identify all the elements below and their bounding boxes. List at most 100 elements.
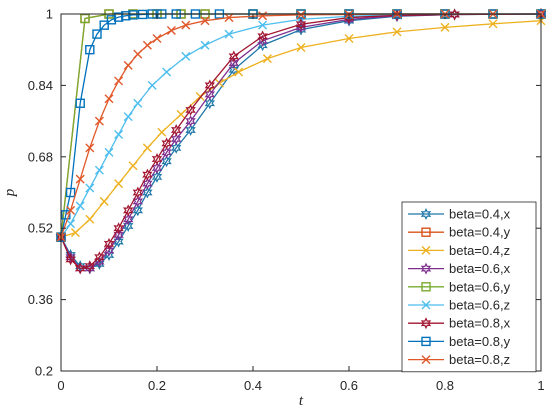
data-point bbox=[123, 204, 134, 217]
data-point bbox=[224, 29, 234, 39]
y-tick-label: 0.2 bbox=[35, 364, 53, 379]
data-point bbox=[94, 251, 105, 264]
data-point bbox=[151, 153, 163, 166]
data-point bbox=[113, 235, 124, 248]
data-point bbox=[161, 137, 172, 150]
series-beta=0.6,z bbox=[56, 9, 546, 242]
legend-swatch-marker bbox=[421, 355, 431, 365]
data-point bbox=[99, 20, 109, 30]
data-point bbox=[185, 124, 196, 137]
data-point bbox=[295, 18, 307, 31]
axes-box bbox=[60, 13, 542, 372]
data-point bbox=[257, 30, 268, 43]
data-point bbox=[392, 27, 402, 37]
x-tick-label: 0.8 bbox=[436, 378, 454, 393]
legend-item: beta=0.4,z bbox=[408, 243, 510, 258]
data-point bbox=[296, 10, 306, 20]
y-tick-label: 0.68 bbox=[28, 149, 53, 164]
data-point bbox=[344, 34, 354, 44]
data-point bbox=[123, 112, 133, 122]
x-tick-label: 0.2 bbox=[148, 378, 166, 393]
data-point bbox=[94, 165, 104, 175]
data-point bbox=[84, 260, 95, 273]
data-point bbox=[104, 147, 114, 157]
data-point bbox=[262, 54, 272, 64]
x-tick-label: 1 bbox=[537, 378, 544, 393]
data-point bbox=[147, 80, 157, 90]
data-point bbox=[113, 228, 124, 241]
data-point bbox=[103, 237, 115, 250]
data-point bbox=[224, 13, 234, 23]
data-point bbox=[152, 34, 162, 44]
legend-label: beta=0.4,z bbox=[449, 243, 510, 258]
data-point bbox=[142, 143, 152, 153]
data-point bbox=[66, 205, 76, 215]
y-tick-label: 0.36 bbox=[28, 292, 53, 307]
data-point bbox=[92, 29, 102, 39]
data-point bbox=[99, 196, 109, 206]
y-tick-label: 1 bbox=[46, 7, 53, 22]
data-point bbox=[65, 253, 76, 266]
data-point bbox=[204, 88, 215, 101]
legend-label: beta=0.8,x bbox=[449, 316, 511, 331]
data-point bbox=[94, 116, 104, 126]
legend-label: beta=0.4,y bbox=[449, 225, 511, 240]
data-point bbox=[128, 161, 138, 171]
data-point bbox=[204, 79, 215, 92]
legend-swatch-marker bbox=[420, 262, 432, 275]
data-point bbox=[104, 94, 114, 104]
data-point bbox=[200, 16, 210, 26]
data-point bbox=[66, 219, 76, 229]
data-point bbox=[106, 15, 117, 25]
data-point bbox=[85, 45, 95, 55]
series-line bbox=[60, 13, 542, 270]
data-point bbox=[258, 20, 268, 30]
legend-item: beta=0.6,y bbox=[408, 279, 511, 294]
data-point bbox=[65, 187, 76, 198]
legend: beta=0.4,x beta=0.4,y beta=0.4,z beta=0.6,x… bbox=[401, 201, 537, 373]
data-point bbox=[133, 49, 143, 59]
series-line bbox=[60, 13, 542, 270]
data-point bbox=[185, 115, 196, 128]
legend-item: beta=0.8,z bbox=[408, 352, 510, 367]
data-point bbox=[75, 174, 85, 184]
data-point bbox=[296, 42, 306, 52]
data-point bbox=[113, 12, 124, 22]
series-line bbox=[60, 13, 542, 270]
data-point bbox=[70, 228, 80, 238]
data-point bbox=[75, 262, 86, 275]
legend-swatch-marker bbox=[420, 317, 432, 330]
x-tick-label: 0.6 bbox=[340, 378, 358, 393]
legend-item: beta=0.4,y bbox=[408, 225, 511, 240]
data-point bbox=[84, 262, 95, 275]
data-point bbox=[75, 98, 85, 108]
x-axis-title: t bbox=[299, 393, 304, 409]
data-point bbox=[181, 20, 191, 30]
data-point bbox=[157, 127, 167, 137]
legend-label: beta=0.8,z bbox=[449, 352, 510, 367]
legend-item: beta=0.6,x bbox=[408, 261, 511, 276]
data-point bbox=[132, 186, 143, 199]
data-point bbox=[133, 98, 143, 108]
data-point bbox=[61, 210, 71, 220]
data-point bbox=[75, 201, 85, 211]
legend-swatch-marker bbox=[421, 282, 431, 292]
y-tick-label: 0.52 bbox=[28, 221, 53, 236]
data-point bbox=[228, 50, 239, 63]
data-point bbox=[142, 40, 152, 50]
data-point bbox=[114, 76, 124, 86]
legend-swatch-marker bbox=[421, 227, 431, 237]
data-point bbox=[85, 183, 95, 193]
data-point bbox=[171, 124, 182, 137]
data-point bbox=[123, 60, 133, 70]
data-point bbox=[128, 10, 138, 20]
legend-item: beta=0.8,x bbox=[408, 316, 511, 331]
data-point bbox=[65, 251, 76, 264]
legend-swatch-marker bbox=[421, 245, 431, 255]
x-tick-label: 0 bbox=[57, 378, 64, 393]
data-point bbox=[85, 214, 95, 224]
data-point bbox=[123, 219, 134, 232]
legend-label: beta=0.6,z bbox=[449, 298, 510, 313]
data-point bbox=[103, 244, 115, 257]
